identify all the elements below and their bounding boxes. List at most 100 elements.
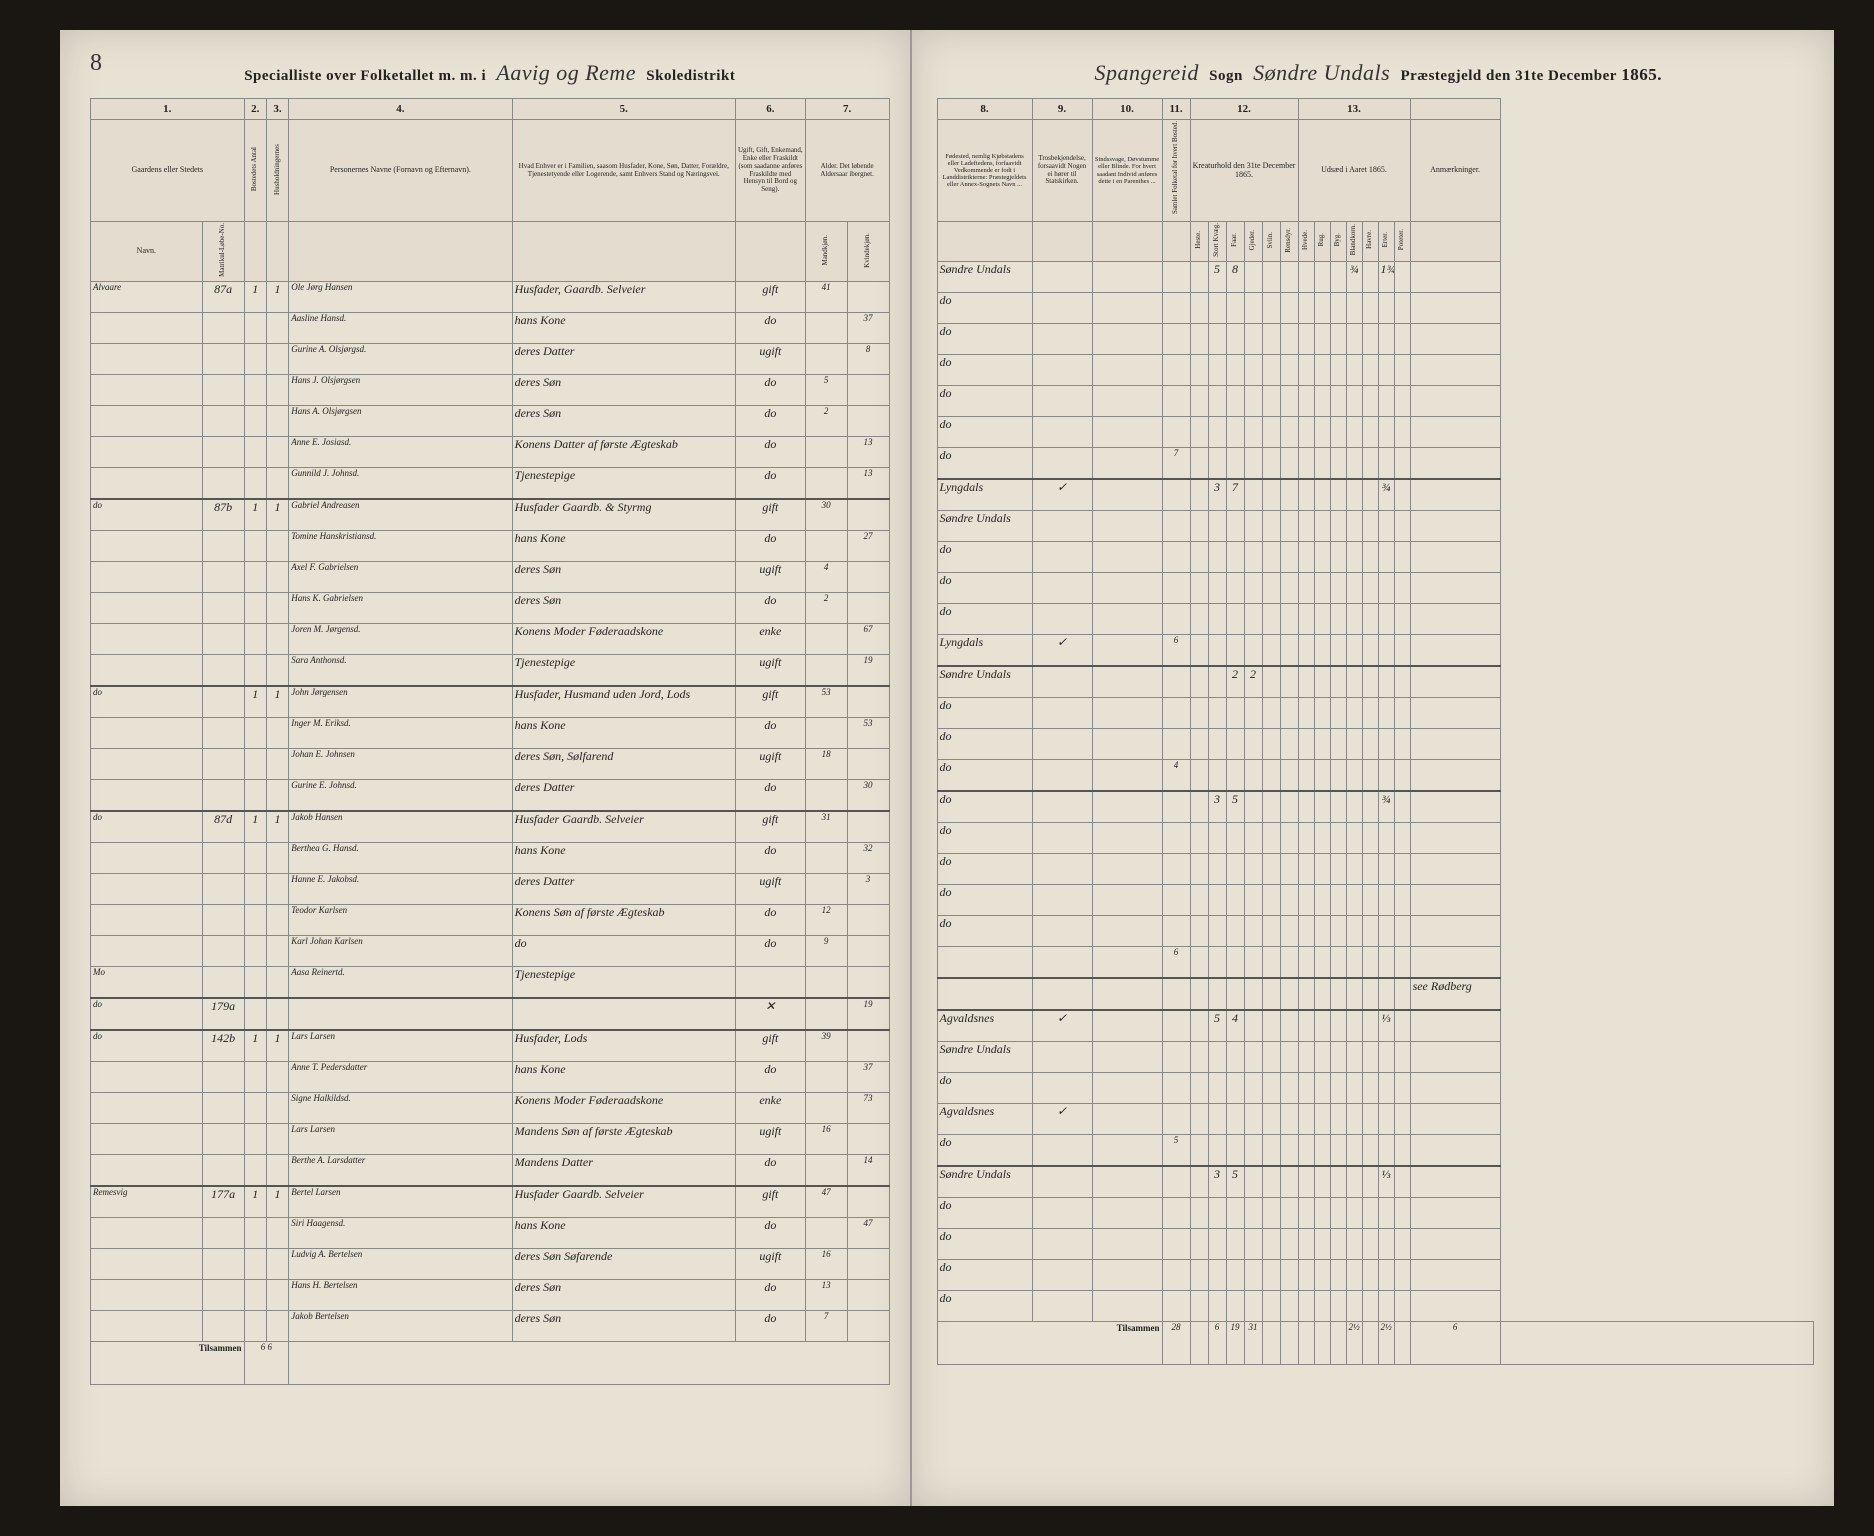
cell-uds-2 [1330,354,1346,385]
cell-uds-0 [1298,1072,1314,1103]
rh-prgj-w: Præstegjeld den 31te December [1400,68,1617,84]
table-row: do [937,1197,1813,1228]
cell-kre-4 [1262,572,1280,603]
cell-uds-1 [1314,323,1330,354]
right-header: Spangereid Sogn Søndre Undals Præstegjel… [937,60,1814,86]
cell-uds-6 [1394,1103,1410,1134]
colh-1-sub2: Matrikul-Løbe-No. [202,222,244,282]
cell-stat: do [735,717,805,748]
cell-mno [202,654,244,686]
cell-kre-5 [1280,416,1298,447]
cell-kre-5 [1280,510,1298,541]
cell-stat: ugift [735,1123,805,1154]
cell-kre-5 [1280,292,1298,323]
cell-kre-3 [1244,978,1262,1010]
cell-fam: deres Søn [512,405,735,436]
rcolh-12: Kreaturhold den 31te December 1865. [1190,120,1298,222]
cell-fod: do [937,1259,1032,1290]
cell-kre-2 [1226,1072,1244,1103]
cell-uds-1 [1314,447,1330,479]
cell-hush [266,966,288,998]
cell-fod: Søndre Undals [937,261,1032,292]
cell-anm [1410,1041,1500,1072]
footer-label-right: Tilsammen [937,1321,1162,1364]
cell-folk [1162,292,1190,323]
cell-uds-6 [1394,697,1410,728]
cell-navn: Berthe A. Larsdatter [289,1154,512,1186]
cell-uds-2 [1330,1010,1346,1042]
cell-kre-2 [1226,978,1244,1010]
cell-age-m [805,467,847,499]
cell-stat: gift [735,811,805,843]
cell-sind [1092,1290,1162,1321]
cell-mno [202,405,244,436]
colh-2: Bostedets Antal [244,120,266,222]
cell-bosted [244,1092,266,1123]
cell-age-k [847,1123,889,1154]
cell-navn: Teodor Karlsen [289,904,512,935]
cell-kre-0 [1190,1103,1208,1134]
cell-uds-5 [1378,1290,1394,1321]
cell-stat: do [735,842,805,873]
cell-uds-6 [1394,292,1410,323]
cell-age-k: 73 [847,1092,889,1123]
cell-uds-3 [1346,1103,1362,1134]
cell-kre-4 [1262,261,1280,292]
colh-3: Husholdningernes [266,120,288,222]
cell-hush [266,530,288,561]
cell-kre-5 [1280,1259,1298,1290]
cell-bosted [244,779,266,811]
cell-uds-3 [1346,1134,1362,1166]
cell-uds-6 [1394,822,1410,853]
cell-hush [266,998,288,1030]
cell-uds-6 [1394,759,1410,791]
rcolh-8: Fødested, nemlig Kjøbstadens eller Ladef… [937,120,1032,222]
cell-kre-5 [1280,1228,1298,1259]
cell-kre-4 [1262,541,1280,572]
cell-uds-3 [1346,1166,1362,1198]
colh-1: Gaardens eller Stedets [91,120,245,222]
colh-1-sub: Navn. [91,222,203,282]
cell-anm [1410,1166,1500,1198]
cell-kre-5 [1280,261,1298,292]
cell-kre-0 [1190,447,1208,479]
cell-uds-0 [1298,1197,1314,1228]
cell-uds-2 [1330,791,1346,823]
table-row: do [937,385,1813,416]
cell-uds-6 [1394,572,1410,603]
cell-anm [1410,354,1500,385]
cell-kre-3 [1244,1134,1262,1166]
table-row: Søndre Undals35⅓ [937,1166,1813,1198]
cell-folk [1162,1041,1190,1072]
cell-hush [266,842,288,873]
cell-age-m [805,312,847,343]
cell-kre-2 [1226,884,1244,915]
cell-mno [202,686,244,718]
cell-uds-5 [1378,1259,1394,1290]
colh-6-sub [735,222,805,282]
cell-kre-2 [1226,1290,1244,1321]
cell-uds-0 [1298,978,1314,1010]
cell-stat: gift [735,499,805,531]
table-row: Gurine A. Olsjørgsd.deres Datterugift8 [91,343,890,374]
cell-mno [202,1123,244,1154]
table-row: Lyngdals✓6 [937,634,1813,666]
table-row: MoAasa Reinertd.Tjenestepige [91,966,890,998]
cell-uds-2 [1330,1228,1346,1259]
cell-uds-4 [1362,666,1378,698]
table-row: Berthe A. LarsdatterMandens Datterdo14 [91,1154,890,1186]
cell-uds-3 [1346,603,1362,634]
cell-uds-1 [1314,946,1330,978]
cell-kre-4 [1262,510,1280,541]
cell-uds-4 [1362,1259,1378,1290]
cell-uds-4 [1362,853,1378,884]
cell-tro [1032,946,1092,978]
colh-7b: Kvindekjøn. [847,222,889,282]
cell-kre-1 [1208,728,1226,759]
cell-stat: do [735,405,805,436]
cell-anm [1410,292,1500,323]
cell-uds-5 [1378,385,1394,416]
cell-uds-1 [1314,791,1330,823]
cell-kre-5 [1280,853,1298,884]
cell-navn: Gurine E. Johnsd. [289,779,512,811]
